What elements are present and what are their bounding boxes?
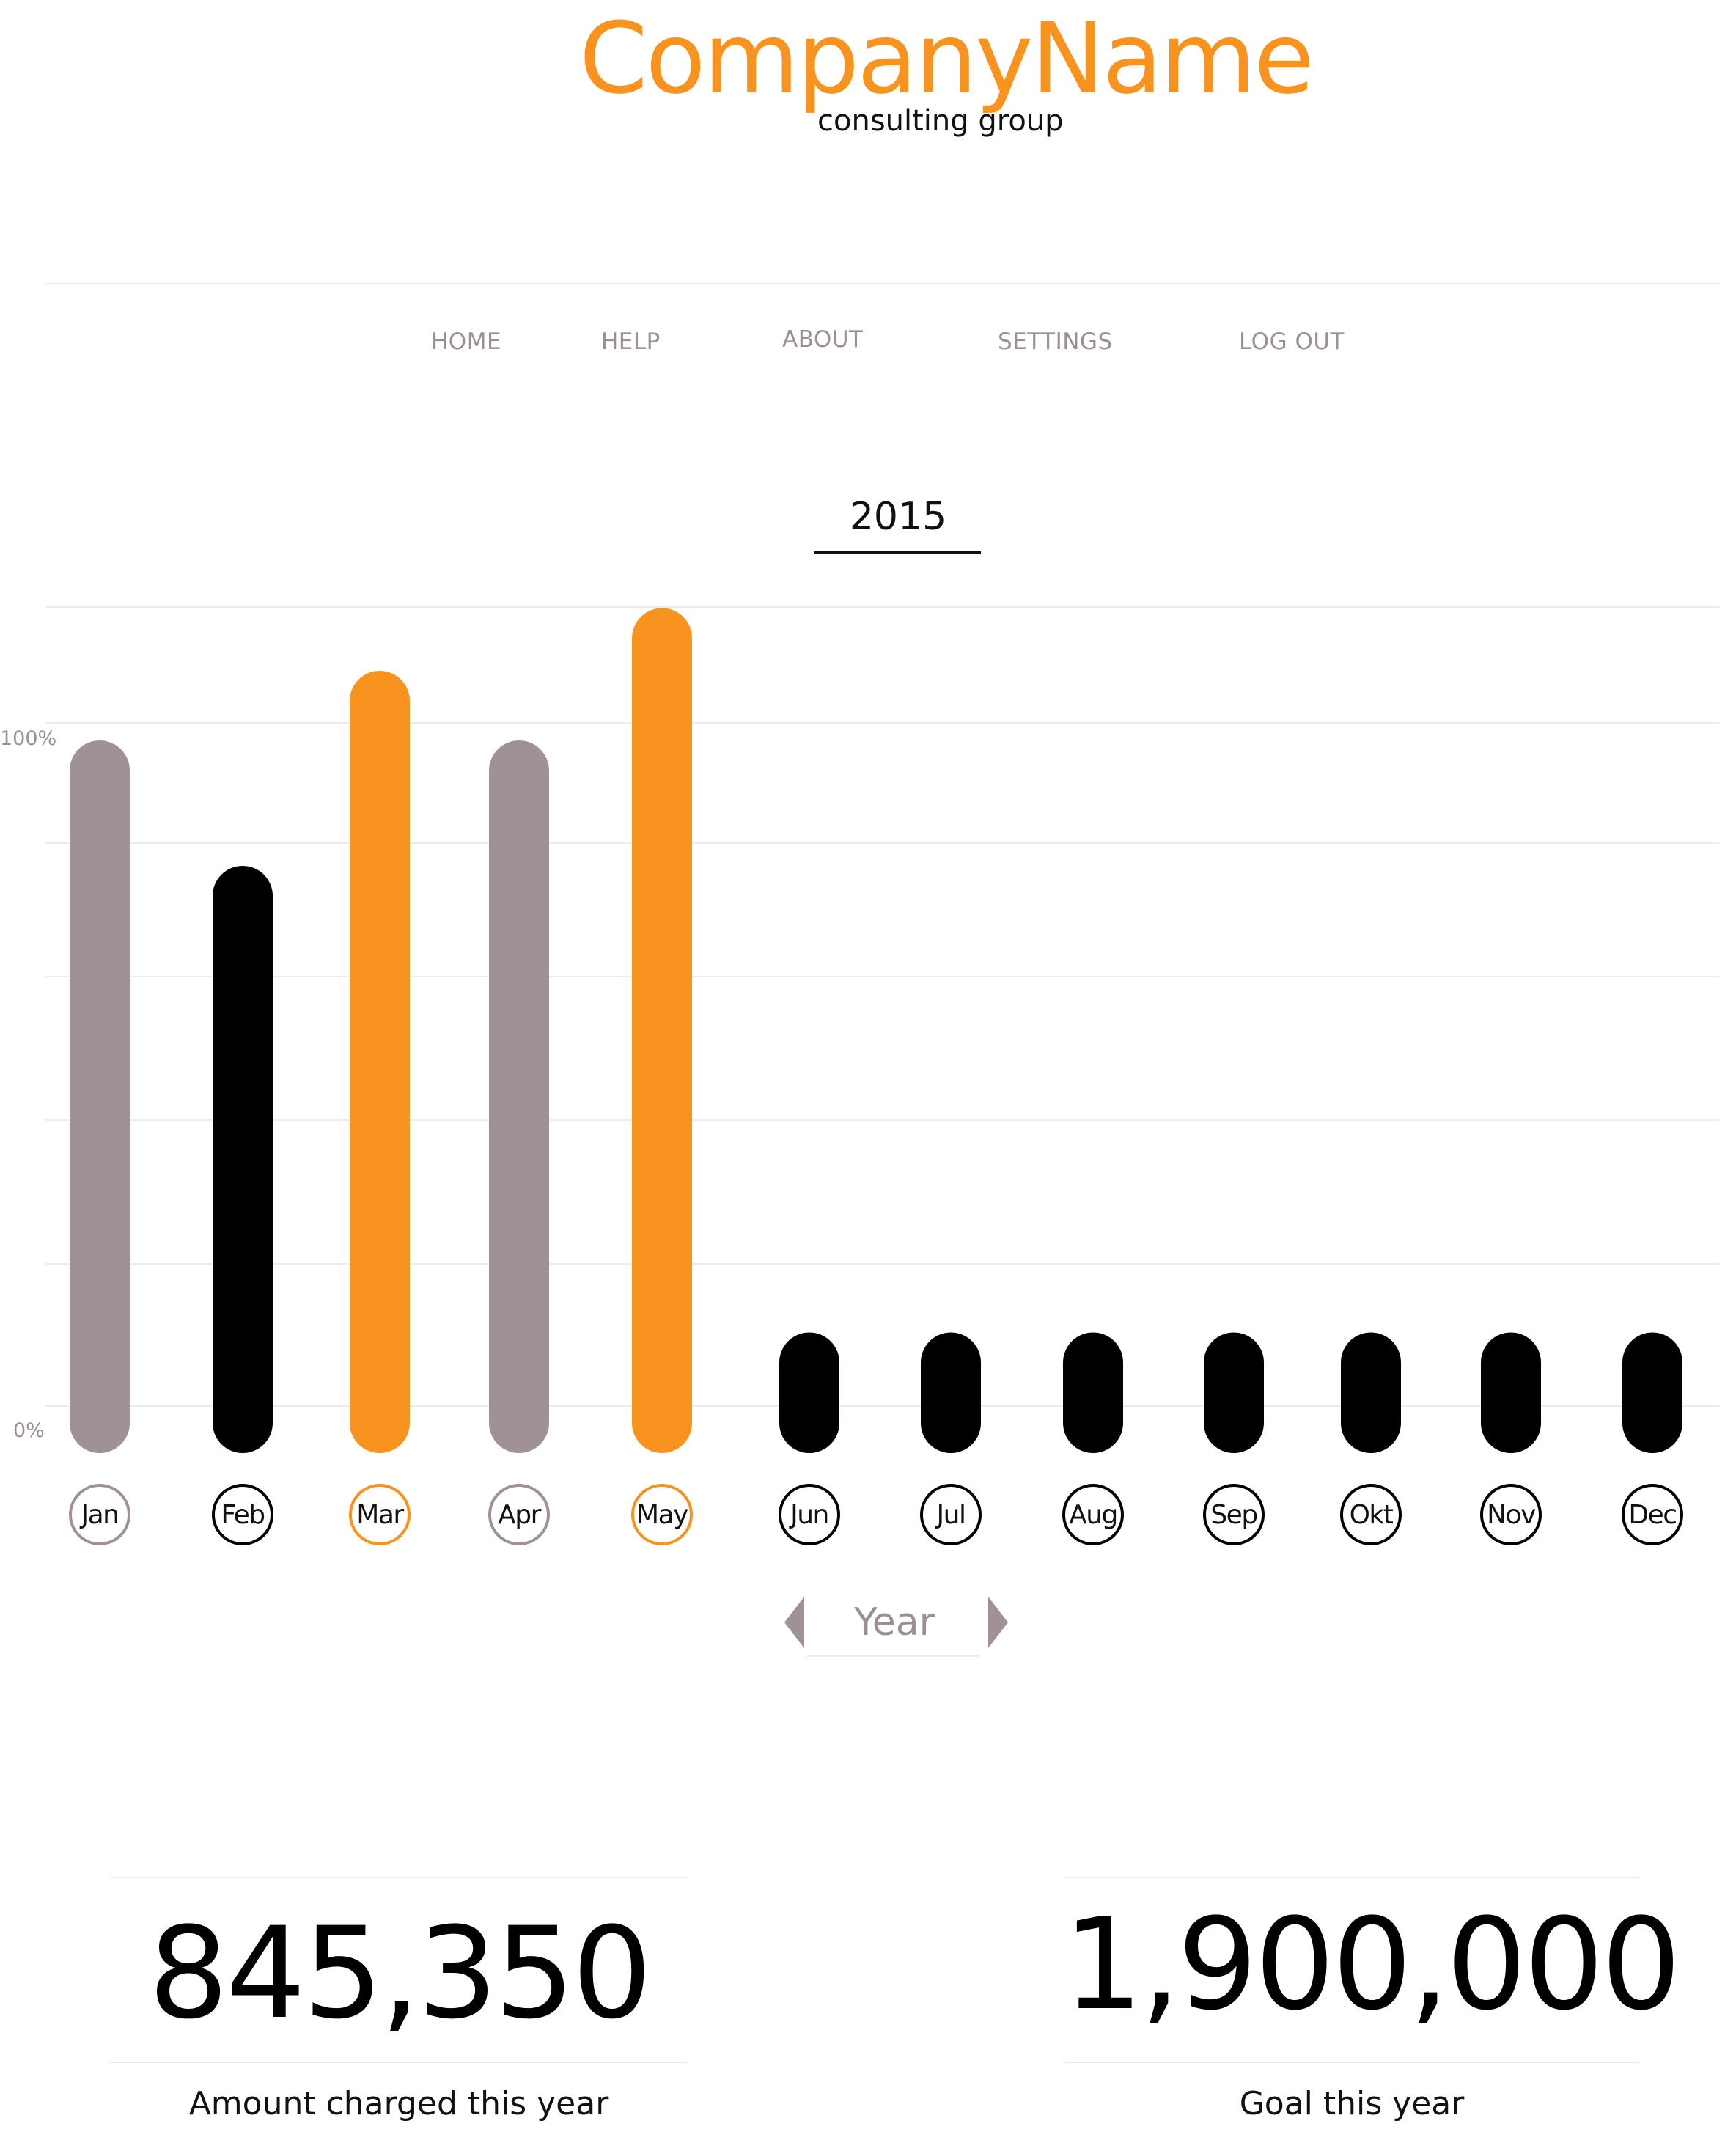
chart-year-title: 2015 — [849, 495, 947, 539]
stat-goal-bottom-line — [1063, 2062, 1641, 2063]
y-tick-0: 0% — [13, 1419, 45, 1442]
bar-mar[interactable] — [350, 671, 410, 1453]
bar-jun[interactable] — [779, 1332, 839, 1454]
year-switch-underline — [806, 1655, 979, 1657]
stat-charged-top-line — [110, 1877, 688, 1878]
month-label-may[interactable]: May — [631, 1484, 693, 1545]
company-name: CompanyName — [579, 1, 1314, 116]
nav-log-out[interactable]: LOG OUT — [1239, 328, 1345, 355]
month-label-aug[interactable]: Aug — [1062, 1484, 1124, 1545]
month-label-okt[interactable]: Okt — [1340, 1484, 1402, 1545]
bar-okt[interactable] — [1341, 1332, 1401, 1454]
bar-may[interactable] — [632, 608, 692, 1454]
stat-charged-bottom-line — [110, 2062, 688, 2063]
nav-help[interactable]: HELP — [601, 328, 661, 355]
bar-apr[interactable] — [489, 740, 549, 1453]
year-switch-label: Year — [853, 1600, 935, 1644]
month-label-nov[interactable]: Nov — [1480, 1484, 1542, 1545]
goal-value: 1,900,000 — [1063, 1891, 1681, 2038]
bar-aug[interactable] — [1063, 1332, 1123, 1454]
bar-sep[interactable] — [1204, 1332, 1264, 1454]
bar-jan[interactable] — [70, 740, 130, 1453]
nav-about[interactable]: ABOUT — [782, 326, 864, 353]
month-label-dec[interactable]: Dec — [1622, 1484, 1683, 1545]
nav-home[interactable]: HOME — [431, 328, 502, 355]
bar-dec[interactable] — [1622, 1332, 1682, 1454]
company-tagline: consulting group — [817, 104, 1064, 138]
triangle-left-icon[interactable] — [784, 1597, 804, 1648]
month-label-jul[interactable]: Jul — [920, 1484, 982, 1545]
month-label-jan[interactable]: Jan — [69, 1484, 130, 1545]
month-label-mar[interactable]: Mar — [349, 1484, 411, 1545]
amount-charged-label: Amount charged this year — [188, 2085, 609, 2122]
stat-goal-top-line — [1063, 1877, 1641, 1878]
month-label-feb[interactable]: Feb — [212, 1484, 273, 1545]
bar-feb[interactable] — [213, 866, 273, 1453]
goal-label: Goal this year — [1239, 2085, 1465, 2122]
triangle-right-icon[interactable] — [988, 1597, 1008, 1648]
month-label-jun[interactable]: Jun — [779, 1484, 840, 1545]
amount-charged-value: 845,350 — [148, 1900, 652, 2047]
header-divider — [45, 283, 1720, 284]
y-tick-100: 100% — [0, 727, 57, 750]
year-title-underline — [814, 551, 981, 554]
month-label-sep[interactable]: Sep — [1203, 1484, 1265, 1545]
chart-canvas — [45, 606, 1720, 1454]
bar-jul[interactable] — [921, 1332, 981, 1454]
bar-nov[interactable] — [1481, 1332, 1541, 1454]
nav-settings[interactable]: SETTINGS — [998, 328, 1113, 355]
month-label-apr[interactable]: Apr — [488, 1484, 550, 1545]
